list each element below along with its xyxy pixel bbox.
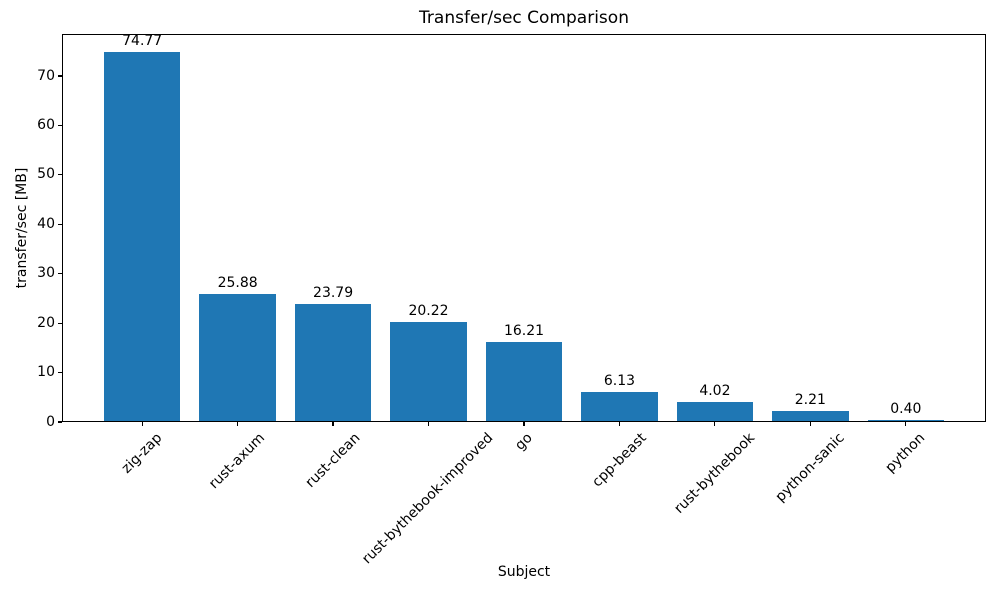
bar-value-label: 74.77	[122, 33, 163, 50]
bar	[294, 304, 372, 422]
x-tick-mark	[618, 422, 621, 426]
bar-value-label: 25.88	[217, 275, 258, 292]
x-tick-mark	[141, 422, 143, 426]
bar-value-label: 23.79	[313, 285, 354, 302]
x-tick-label: python-sanic	[772, 430, 848, 506]
y-tick-mark	[58, 273, 62, 275]
x-tick-label: rust-axum	[206, 430, 269, 493]
y-tick-mark	[58, 421, 62, 423]
y-tick-mark	[58, 174, 62, 176]
bar	[772, 411, 849, 422]
y-tick-label: 70	[37, 67, 55, 84]
y-tick-mark	[58, 322, 62, 324]
x-tick-label: rust-bythebook	[670, 430, 758, 517]
y-tick-label: 0	[46, 413, 55, 430]
x-tick-mark	[809, 422, 811, 426]
chart-title: Transfer/sec Comparison	[419, 8, 629, 28]
x-tick-mark	[523, 422, 525, 426]
y-tick-mark	[58, 371, 62, 374]
bar	[199, 294, 276, 422]
x-tick-label: rust-bythebook-improved	[359, 430, 497, 568]
y-tick-label: 10	[37, 364, 55, 381]
y-tick-mark	[58, 124, 62, 127]
x-tick-mark	[905, 422, 907, 426]
x-tick-label: python	[882, 430, 929, 476]
y-tick-label: 60	[37, 116, 55, 133]
bar-value-label: 16.21	[503, 322, 545, 339]
x-tick-label: zig-zap	[118, 430, 166, 477]
y-tick-label: 50	[37, 166, 55, 183]
bar-value-label: 0.40	[890, 401, 922, 418]
x-tick-mark	[427, 422, 430, 426]
x-tick-mark	[714, 422, 716, 426]
x-tick-label: cpp-beast	[589, 430, 650, 491]
x-tick-mark	[237, 422, 239, 426]
x-tick-label: rust-clean	[302, 430, 364, 491]
x-axis-label: Subject	[497, 564, 551, 580]
bar-value-label: 2.21	[794, 392, 826, 409]
y-tick-label: 40	[37, 215, 55, 232]
bar	[676, 402, 754, 422]
y-tick-label: 20	[37, 314, 55, 331]
bar-value-label: 20.22	[408, 303, 449, 320]
bar	[390, 322, 467, 422]
bar	[485, 341, 563, 422]
bar-value-label: 4.02	[699, 383, 731, 400]
bar	[104, 52, 181, 422]
y-tick-mark	[58, 223, 62, 225]
y-tick-label: 30	[37, 265, 55, 282]
bar-value-label: 6.13	[603, 372, 636, 389]
bar	[581, 391, 658, 422]
x-tick-label: go	[512, 430, 536, 454]
y-tick-mark	[58, 75, 62, 77]
x-tick-mark	[332, 422, 334, 426]
